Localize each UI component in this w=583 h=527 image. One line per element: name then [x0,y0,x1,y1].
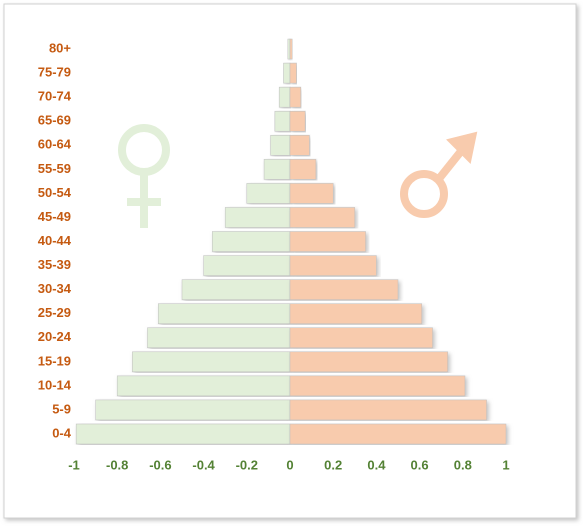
category-label: 75-79 [38,65,71,80]
bar [263,159,291,180]
x-tick-label: 0.2 [324,457,342,472]
bar [116,375,291,397]
bar [289,135,310,156]
bar [289,207,356,228]
category-label: 15-19 [38,353,71,368]
bar [289,399,487,421]
x-tick-label: 0.6 [411,457,429,472]
bar [289,110,306,132]
female-symbol [118,124,170,228]
x-tick-label: -1 [68,457,80,472]
bar [287,38,291,60]
male-symbol [400,131,478,218]
bar [224,207,291,228]
category-label: 65-69 [38,113,71,128]
category-label: 50-54 [38,185,72,200]
bar [278,86,291,108]
x-tick-label: 0.4 [367,457,386,472]
bar [289,303,423,324]
x-tick-label: -0.6 [149,457,171,472]
category-label: 5-9 [52,401,71,416]
bar [157,303,291,324]
x-tick-label: -0.4 [192,457,215,472]
bar [289,351,448,373]
category-label: 35-39 [38,257,71,272]
bar [289,86,302,108]
category-label: 80+ [49,40,71,55]
bar [289,279,399,300]
bar [203,255,291,276]
bar [289,38,293,60]
category-label: 30-34 [38,281,72,296]
x-tick-label: 0.8 [454,457,472,472]
bar [289,423,507,445]
bar [270,135,291,156]
category-label: 70-74 [38,89,72,104]
x-tick-label: 1 [502,457,509,472]
category-label: 45-49 [38,209,71,224]
category-label: 0-4 [52,425,72,440]
bar [147,327,291,349]
bar [289,159,317,180]
category-label: 60-64 [38,137,72,152]
bar [289,375,466,397]
bar [132,351,291,373]
category-label: 40-44 [38,233,72,248]
category-label: 25-29 [38,305,71,320]
bar [289,255,377,276]
x-tick-label: -0.2 [236,457,258,472]
category-label: 55-59 [38,161,71,176]
bar [75,423,291,445]
bar [246,183,291,204]
category-label: 20-24 [38,329,72,344]
bar [95,399,291,421]
x-tick-label: 0 [286,457,293,472]
category-label: 10-14 [38,377,72,392]
bar [289,231,366,252]
bar [274,110,291,132]
x-tick-label: -0.8 [106,457,128,472]
bar [283,62,291,84]
bar [289,327,433,349]
bar [181,279,291,300]
bar [289,62,297,84]
bar [289,183,334,204]
bar [211,231,291,252]
